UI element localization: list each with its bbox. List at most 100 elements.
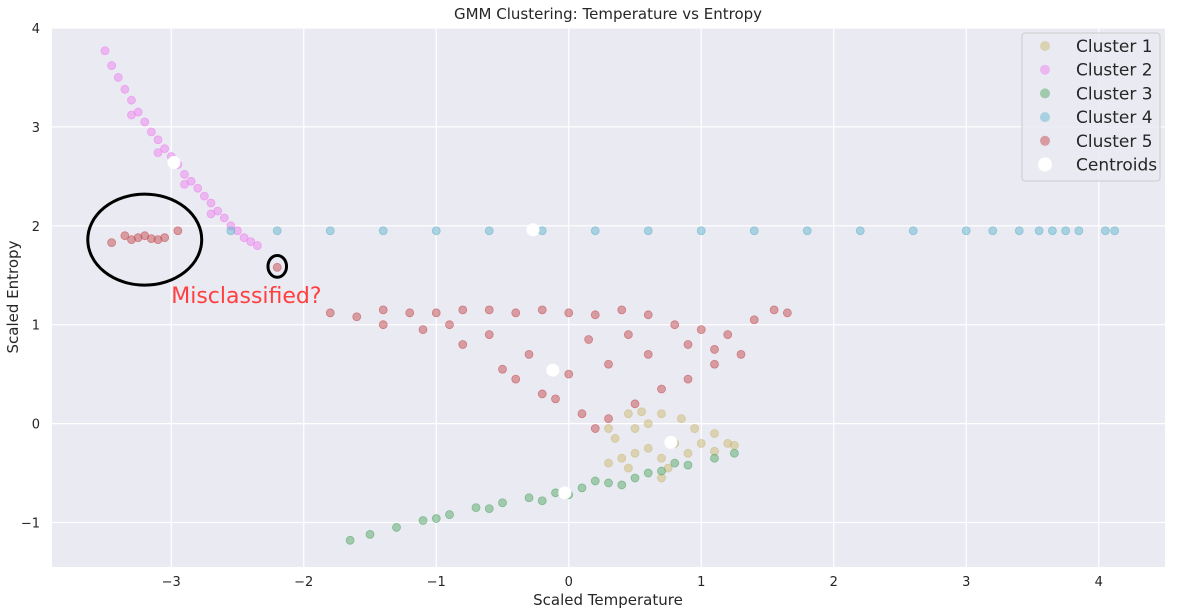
cluster-3-point bbox=[484, 504, 494, 514]
cluster-2-point bbox=[146, 127, 156, 137]
cluster-2-point bbox=[153, 148, 163, 158]
cluster-5-point bbox=[643, 310, 653, 320]
centroid-points bbox=[167, 156, 678, 500]
cluster-4-point bbox=[431, 226, 441, 236]
cluster-5-point bbox=[782, 308, 792, 318]
cluster-3-point bbox=[657, 466, 666, 476]
cluster-4-point bbox=[643, 226, 653, 236]
centroid-point bbox=[558, 486, 572, 500]
y-tick-label: 0 bbox=[32, 418, 40, 433]
cluster-5-point bbox=[710, 359, 719, 369]
cluster-4-point bbox=[961, 226, 971, 236]
cluster-1-point bbox=[676, 414, 686, 424]
cluster-2-point bbox=[100, 46, 110, 56]
cluster-4-point bbox=[484, 226, 494, 236]
cluster-4-point bbox=[802, 226, 812, 236]
cluster-3-point bbox=[345, 535, 355, 545]
cluster-4-point bbox=[1110, 226, 1120, 236]
cluster-5-point bbox=[696, 325, 706, 335]
chart-title: GMM Clustering: Temperature vs Entropy bbox=[454, 5, 762, 23]
cluster-5-point bbox=[511, 308, 521, 318]
cluster-1-point bbox=[696, 438, 706, 448]
cluster-1-point bbox=[657, 453, 666, 463]
x-tick-label: 0 bbox=[565, 575, 573, 590]
legend-label: Cluster 1 bbox=[1076, 37, 1153, 57]
plot-area bbox=[52, 28, 1165, 567]
cluster-1-point bbox=[617, 453, 627, 463]
x-tick-labels: −3 −2 −1 0 1 2 3 4 bbox=[162, 575, 1103, 590]
cluster-5-point bbox=[630, 399, 640, 409]
highlight-circles bbox=[86, 192, 289, 287]
cluster-3-point bbox=[643, 468, 653, 478]
x-tick-label: 3 bbox=[962, 575, 970, 590]
cluster-3-point bbox=[418, 516, 428, 525]
highlight-circle bbox=[86, 192, 204, 287]
cluster-5-point bbox=[670, 320, 680, 330]
y-tick-label: 4 bbox=[32, 22, 40, 37]
cluster-4-point bbox=[749, 226, 759, 236]
centroid-point bbox=[664, 435, 678, 449]
cluster-4-point bbox=[1047, 226, 1057, 236]
cluster-2-point bbox=[206, 198, 216, 208]
cluster-2-point bbox=[239, 233, 249, 243]
cluster-3-point bbox=[670, 458, 680, 468]
cluster-5-point bbox=[458, 305, 468, 315]
cluster-1-point bbox=[637, 407, 647, 417]
cluster-5-point bbox=[431, 308, 441, 318]
legend-box bbox=[1021, 32, 1161, 182]
cluster-2-point bbox=[120, 84, 130, 94]
cluster-3-point bbox=[683, 460, 693, 470]
cluster-4-point bbox=[226, 226, 236, 236]
cluster-2-point bbox=[180, 169, 189, 179]
cluster-5-point bbox=[378, 320, 388, 330]
cluster-1-point bbox=[683, 448, 693, 458]
cluster-5-point bbox=[683, 340, 693, 349]
cluster-3-point bbox=[590, 476, 600, 486]
cluster-2-point bbox=[252, 241, 262, 250]
cluster-1-point bbox=[604, 458, 613, 468]
cluster-5-point bbox=[564, 369, 574, 379]
cluster-1-point bbox=[630, 448, 640, 458]
cluster-5-point bbox=[445, 320, 454, 330]
cluster-3-point bbox=[604, 478, 613, 488]
cluster-2-point bbox=[219, 213, 229, 223]
legend-label: Cluster 3 bbox=[1076, 84, 1153, 104]
x-axis-label: Scaled Temperature bbox=[533, 591, 683, 609]
cluster-4-point bbox=[908, 226, 918, 236]
cluster-1-point bbox=[690, 424, 700, 433]
legend-marker bbox=[1040, 41, 1050, 51]
cluster-5-point bbox=[537, 305, 547, 315]
cluster-4-point bbox=[1100, 226, 1110, 236]
cluster-5-point bbox=[683, 374, 693, 384]
cluster-5-point bbox=[272, 262, 282, 272]
cluster-5-point bbox=[352, 312, 362, 322]
cluster-2-point bbox=[160, 144, 170, 154]
x-tick-label: 1 bbox=[697, 575, 705, 590]
cluster-4-point bbox=[1034, 226, 1044, 236]
legend-label: Centroids bbox=[1076, 156, 1157, 176]
cluster-4-point bbox=[1074, 226, 1084, 236]
x-tick-label: −2 bbox=[294, 575, 313, 590]
cluster-5-point bbox=[590, 310, 600, 320]
cluster-3-point bbox=[471, 503, 481, 513]
cluster-2-point bbox=[127, 95, 136, 105]
legend-label: Cluster 5 bbox=[1076, 132, 1153, 152]
cluster-5-point bbox=[736, 349, 746, 359]
centroid-point bbox=[546, 363, 560, 377]
cluster-5-point bbox=[511, 374, 521, 384]
annotation-text: Misclassified? bbox=[171, 284, 321, 309]
cluster-5-point bbox=[710, 345, 719, 354]
cluster-5-point bbox=[378, 305, 388, 315]
legend-marker bbox=[1040, 112, 1050, 123]
cluster-2-point bbox=[140, 117, 150, 127]
cluster-5-point bbox=[484, 330, 494, 339]
cluster-1-point bbox=[643, 419, 653, 428]
cluster-2-point bbox=[246, 237, 256, 247]
x-tick-label: 4 bbox=[1095, 575, 1103, 590]
legend-marker bbox=[1040, 88, 1050, 99]
legend-marker bbox=[1040, 64, 1050, 75]
cluster-5-point bbox=[577, 409, 587, 419]
cluster-3-point bbox=[365, 529, 375, 539]
cluster-5-point bbox=[173, 226, 183, 236]
